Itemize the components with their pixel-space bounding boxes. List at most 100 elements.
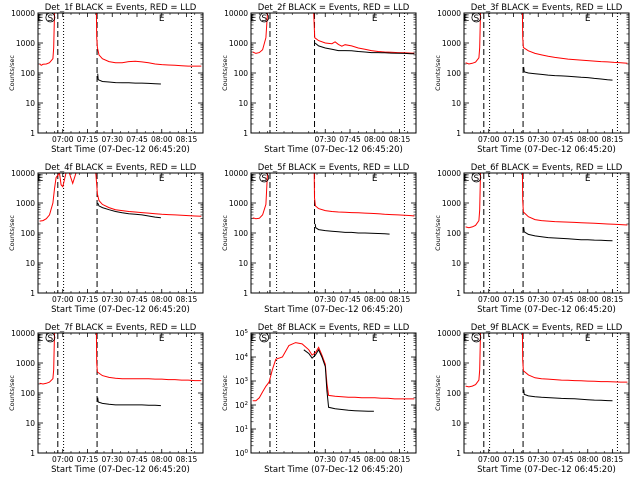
chart-title: Det_5f BLACK = Events, RED = LLD	[258, 163, 410, 173]
marker-label: E	[159, 174, 165, 184]
x-axis-label: Start Time (07-Dec-12 06:45:20)	[51, 305, 190, 315]
y-tick-label: 1	[30, 129, 35, 138]
x-tick-label: 08:15	[389, 135, 411, 144]
x-tick-label: 08:00	[151, 135, 173, 144]
plot-frame	[37, 332, 204, 454]
x-tick-label: 08:00	[577, 135, 599, 144]
x-tick-label: 07:45	[339, 295, 361, 304]
x-tick-label: 07:00	[478, 455, 500, 464]
x-axis-label: Start Time (07-Dec-12 06:45:20)	[264, 145, 403, 155]
series-line-events	[523, 66, 613, 81]
plot-frame	[463, 12, 630, 134]
x-tick-label: 08:15	[176, 135, 198, 144]
y-tick-label: 100	[447, 69, 462, 78]
y-tick-label: 1	[30, 289, 35, 298]
series-line-events	[314, 42, 415, 55]
x-tick-label: 08:15	[389, 455, 411, 464]
series-line-lld	[252, 13, 415, 54]
y-tick-label: 1	[456, 129, 461, 138]
y-tick-label: 10	[451, 259, 461, 268]
x-tick-label: 07:30	[527, 135, 549, 144]
x-tick-label: 07:30	[101, 135, 123, 144]
x-tick-label: 08:15	[176, 295, 198, 304]
y-tick-label: 10	[25, 99, 35, 108]
x-tick-label: 07:45	[339, 455, 361, 464]
y-axis-label: Counts/sec	[8, 215, 16, 251]
series-line-lld	[39, 173, 202, 222]
y-tick-label: 10	[451, 99, 461, 108]
series-line-events	[314, 223, 390, 235]
y-tick-label: 105	[235, 329, 249, 338]
x-tick-label: 07:15	[503, 135, 525, 144]
y-tick-label: 100	[234, 229, 249, 238]
x-tick-label: 07:45	[126, 135, 148, 144]
marker-label: E	[372, 174, 378, 184]
y-axis-label: Counts/sec	[221, 215, 229, 251]
series-line-lld	[465, 333, 628, 388]
x-tick-label: 07:45	[126, 295, 148, 304]
y-tick-label: 100	[21, 69, 36, 78]
x-tick-label: 07:45	[339, 135, 361, 144]
y-tick-label: 1	[243, 289, 248, 298]
chart-panel-1: Det_1f BLACK = Events, RED = LLD Counts/s…	[8, 3, 204, 155]
marker-label: E	[372, 334, 378, 344]
marker-label: E	[251, 334, 257, 344]
y-tick-label: 1000	[229, 199, 248, 208]
series-line-lld	[252, 342, 415, 402]
x-axis-label: Start Time (07-Dec-12 06:45:20)	[477, 145, 616, 155]
x-tick-label: 08:15	[176, 455, 198, 464]
series-line-events	[97, 202, 161, 219]
y-tick-label: 10000	[437, 9, 461, 18]
y-tick-label: 1000	[442, 39, 461, 48]
series-line-events	[303, 348, 374, 412]
marker-label: S	[474, 14, 480, 24]
x-tick-label: 08:00	[577, 295, 599, 304]
marker-label: E	[464, 14, 470, 24]
plot-frame	[37, 12, 204, 134]
series-line-lld	[39, 13, 202, 67]
x-tick-label: 07:00	[478, 135, 500, 144]
y-tick-label: 1	[30, 449, 35, 458]
plot-frame	[463, 332, 630, 454]
plot-frame	[250, 332, 417, 454]
plot-frame	[37, 172, 204, 294]
y-tick-label: 1000	[16, 359, 35, 368]
x-tick-label: 08:00	[364, 135, 386, 144]
chart-title: Det_6f BLACK = Events, RED = LLD	[471, 163, 623, 173]
marker-label: E	[464, 334, 470, 344]
chart-title: Det_3f BLACK = Events, RED = LLD	[471, 3, 623, 13]
y-axis-label: Counts/sec	[221, 55, 229, 91]
plot-frame	[463, 172, 630, 294]
x-tick-label: 07:15	[77, 135, 99, 144]
marker-label: S	[474, 334, 480, 344]
series-line-lld	[465, 173, 628, 229]
y-tick-label: 101	[235, 425, 248, 434]
y-tick-label: 1000	[442, 359, 461, 368]
marker-label: E	[372, 14, 378, 24]
plot-frame	[250, 172, 417, 294]
x-tick-label: 07:30	[314, 455, 336, 464]
x-tick-label: 08:00	[151, 455, 173, 464]
series-line-events	[523, 226, 613, 242]
y-tick-label: 10000	[11, 169, 35, 178]
y-axis-label: Counts/sec	[434, 375, 442, 411]
marker-label: E	[159, 334, 165, 344]
x-axis-label: Start Time (07-Dec-12 06:45:20)	[264, 465, 403, 475]
x-tick-label: 08:00	[151, 295, 173, 304]
marker-label: S	[261, 334, 267, 344]
marker-label: E	[159, 14, 165, 24]
marker-label: E	[251, 174, 257, 184]
x-tick-label: 07:15	[77, 295, 99, 304]
x-axis-label: Start Time (07-Dec-12 06:45:20)	[51, 465, 190, 475]
y-tick-label: 1000	[16, 39, 35, 48]
x-axis-label: Start Time (07-Dec-12 06:45:20)	[477, 305, 616, 315]
x-tick-label: 07:00	[478, 295, 500, 304]
x-tick-label: 07:30	[101, 455, 123, 464]
y-tick-label: 1	[243, 129, 248, 138]
x-tick-label: 07:30	[527, 455, 549, 464]
x-tick-label: 07:45	[126, 455, 148, 464]
y-tick-label: 103	[235, 377, 249, 386]
y-axis-label: Counts/sec	[434, 215, 442, 251]
x-tick-label: 07:15	[503, 455, 525, 464]
x-tick-label: 07:45	[552, 455, 574, 464]
